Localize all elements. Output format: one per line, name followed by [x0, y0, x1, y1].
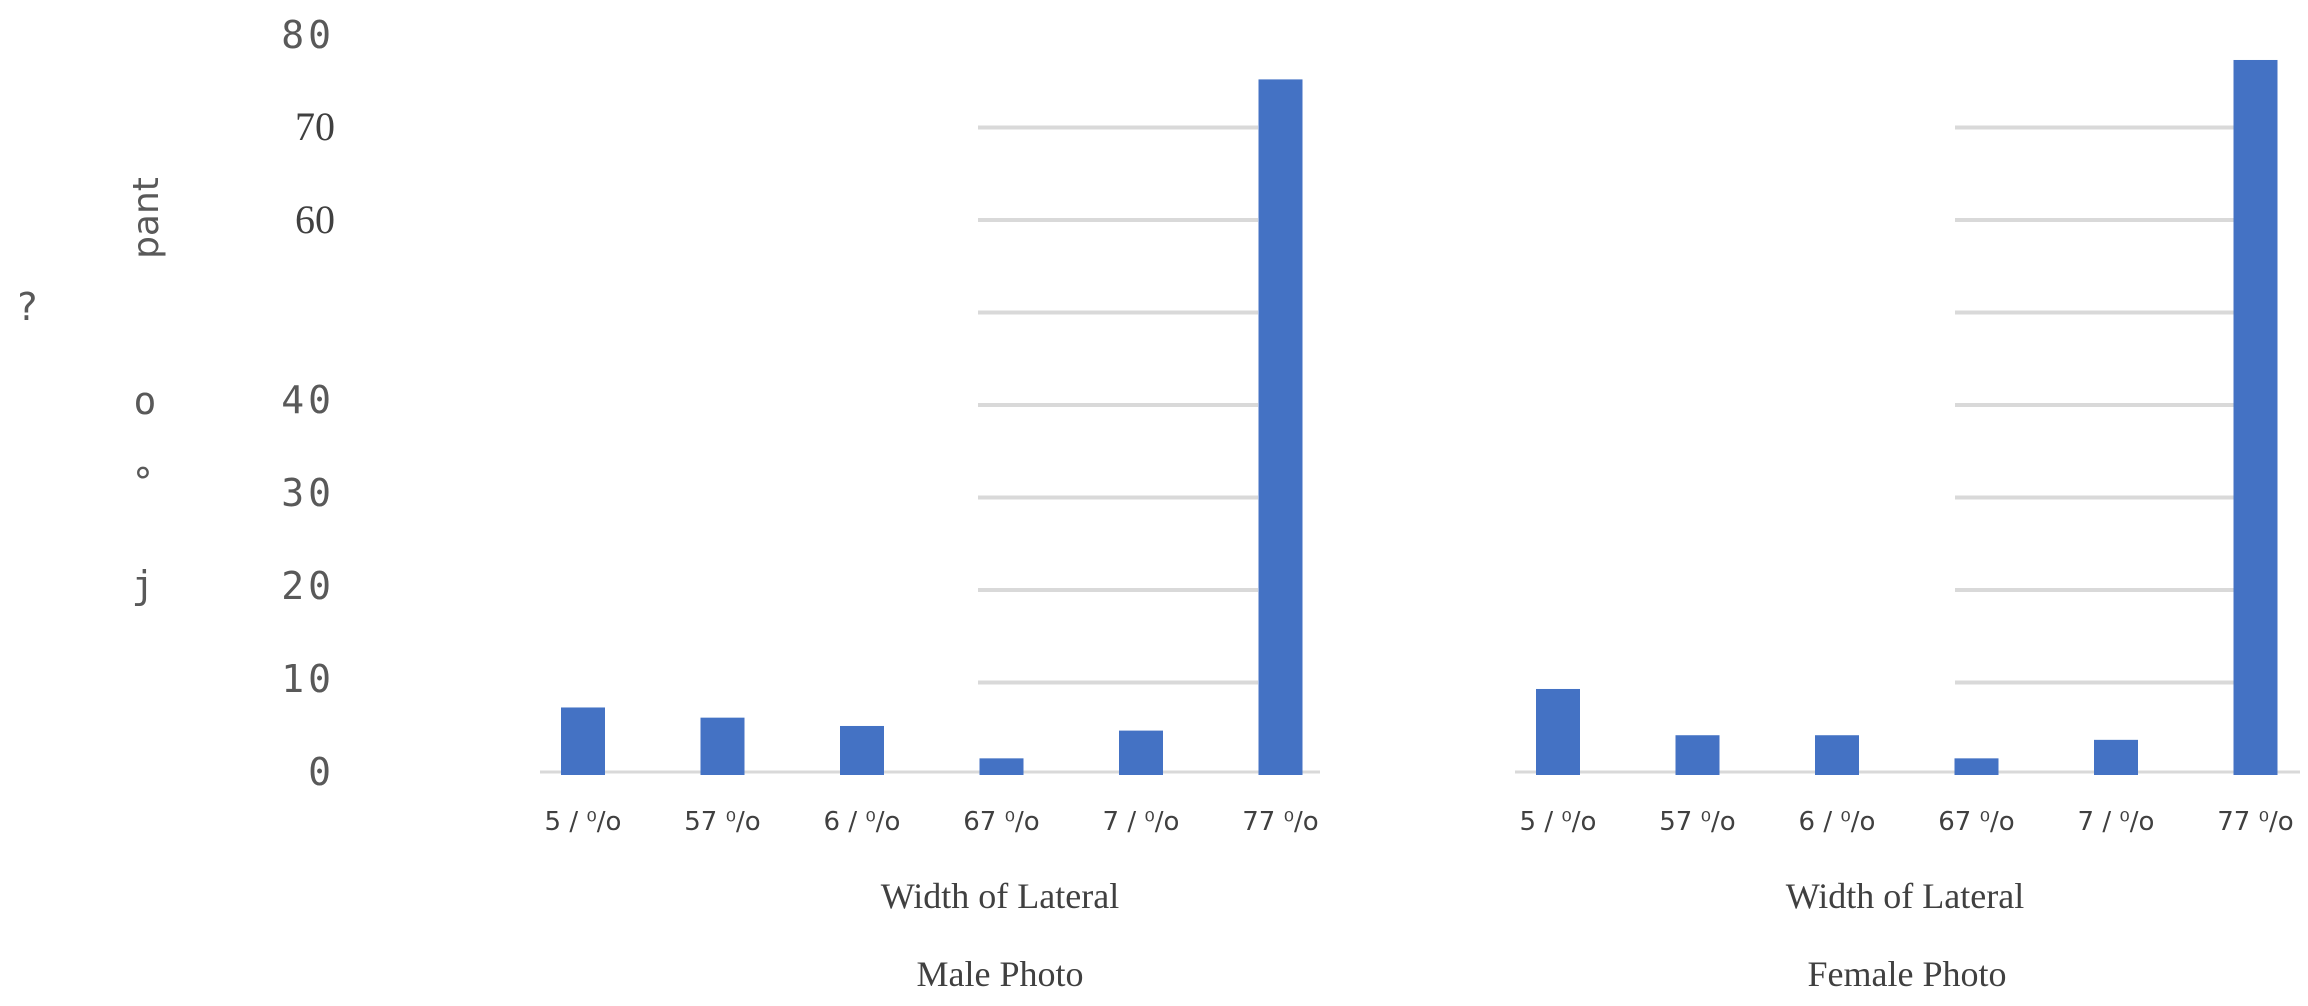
x-axis-title: Width of Lateral — [1786, 876, 2024, 916]
x-axis-title: Width of Lateral — [881, 876, 1119, 916]
y-tick-60: 60 — [295, 197, 335, 242]
y-tick-20: 20 — [281, 564, 335, 608]
y-axis-label: pant ? o ° j — [16, 177, 167, 607]
bar-5 — [1119, 730, 1163, 775]
x-tick-label-1: 5 / ⁰/o — [1520, 807, 1597, 837]
bar-2 — [700, 717, 745, 775]
male-photo-chart: 5 / ⁰/o 57 ⁰/o 6 / ⁰/o 67 ⁰/o 7 / ⁰/o 77 ⁰/o … — [540, 79, 1320, 994]
x-tick-label-2: 57 ⁰/o — [1659, 807, 1735, 837]
bar-1 — [561, 707, 605, 775]
gridlines — [1955, 125, 2235, 685]
x-tick-label-2: 57 ⁰/o — [684, 807, 760, 837]
x-tick-label-3: 6 / ⁰/o — [1799, 807, 1876, 837]
x-tick-label-6: 77 ⁰/o — [1242, 807, 1318, 837]
x-tick-label-6: 77 ⁰/o — [2217, 807, 2293, 837]
bar-5 — [2094, 739, 2138, 775]
x-tick-labels: 5 / ⁰/o 57 ⁰/o 6 / ⁰/o 67 ⁰/o 7 / ⁰/o 77 ⁰/o — [545, 807, 1319, 837]
x-tick-label-3: 6 / ⁰/o — [824, 807, 901, 837]
bar-4 — [1954, 758, 1999, 775]
chart-title: Male Photo — [917, 954, 1084, 994]
bar-3 — [840, 725, 884, 775]
y-tick-0: 0 — [308, 750, 335, 794]
bars — [1536, 59, 2278, 776]
bar-1 — [1536, 688, 1580, 775]
x-tick-label-5: 7 / ⁰/o — [2078, 807, 2155, 837]
bar-3 — [1815, 735, 1859, 775]
y-axis-label-j: j — [132, 563, 155, 607]
x-tick-label-4: 67 ⁰/o — [963, 807, 1039, 837]
bar-4 — [979, 758, 1024, 775]
female-photo-chart: 5 / ⁰/o 57 ⁰/o 6 / ⁰/o 67 ⁰/o 7 / ⁰/o 77 ⁰/o … — [1515, 59, 2300, 994]
x-tick-labels: 5 / ⁰/o 57 ⁰/o 6 / ⁰/o 67 ⁰/o 7 / ⁰/o 77 ⁰/o — [1520, 807, 2294, 837]
y-tick-40: 40 — [281, 378, 335, 422]
y-axis-label-question: ? — [16, 285, 39, 329]
y-axis-label-pant: pant — [126, 177, 167, 259]
y-axis-ticks: 80 70 60 40 30 20 10 0 — [281, 13, 335, 794]
y-tick-10: 10 — [281, 657, 335, 701]
x-tick-label-4: 67 ⁰/o — [1938, 807, 2014, 837]
x-tick-label-5: 7 / ⁰/o — [1103, 807, 1180, 837]
y-axis-label-o: o — [134, 379, 157, 423]
bar-6 — [2233, 59, 2278, 776]
y-axis-label-degree: ° — [132, 460, 155, 504]
y-tick-30: 30 — [281, 471, 335, 515]
bar-6 — [1258, 79, 1303, 775]
x-tick-label-1: 5 / ⁰/o — [545, 807, 622, 837]
y-tick-80: 80 — [281, 13, 335, 57]
bar-2 — [1675, 735, 1720, 775]
bars — [561, 79, 1303, 775]
y-tick-70: 70 — [295, 104, 335, 149]
gridlines — [978, 125, 1258, 685]
chart-title: Female Photo — [1808, 954, 2007, 994]
